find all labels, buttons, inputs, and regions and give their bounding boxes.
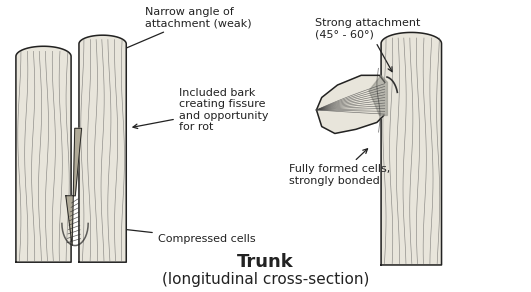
Text: (longitudinal cross-section): (longitudinal cross-section): [162, 272, 369, 287]
Polygon shape: [66, 128, 82, 246]
Text: Strong attachment
(45° - 60°): Strong attachment (45° - 60°): [315, 18, 421, 72]
Text: Compressed cells: Compressed cells: [88, 224, 255, 244]
Text: Included bark
creating fissure
and opportunity
for rot: Included bark creating fissure and oppor…: [133, 88, 268, 132]
Polygon shape: [316, 75, 385, 133]
Text: Trunk: Trunk: [237, 253, 294, 270]
Polygon shape: [16, 46, 71, 262]
Polygon shape: [79, 35, 126, 262]
Polygon shape: [381, 32, 441, 265]
Text: Narrow angle of
attachment (weak): Narrow angle of attachment (weak): [99, 7, 251, 60]
Polygon shape: [369, 75, 388, 115]
Text: Fully formed cells,
strongly bonded: Fully formed cells, strongly bonded: [289, 149, 390, 186]
